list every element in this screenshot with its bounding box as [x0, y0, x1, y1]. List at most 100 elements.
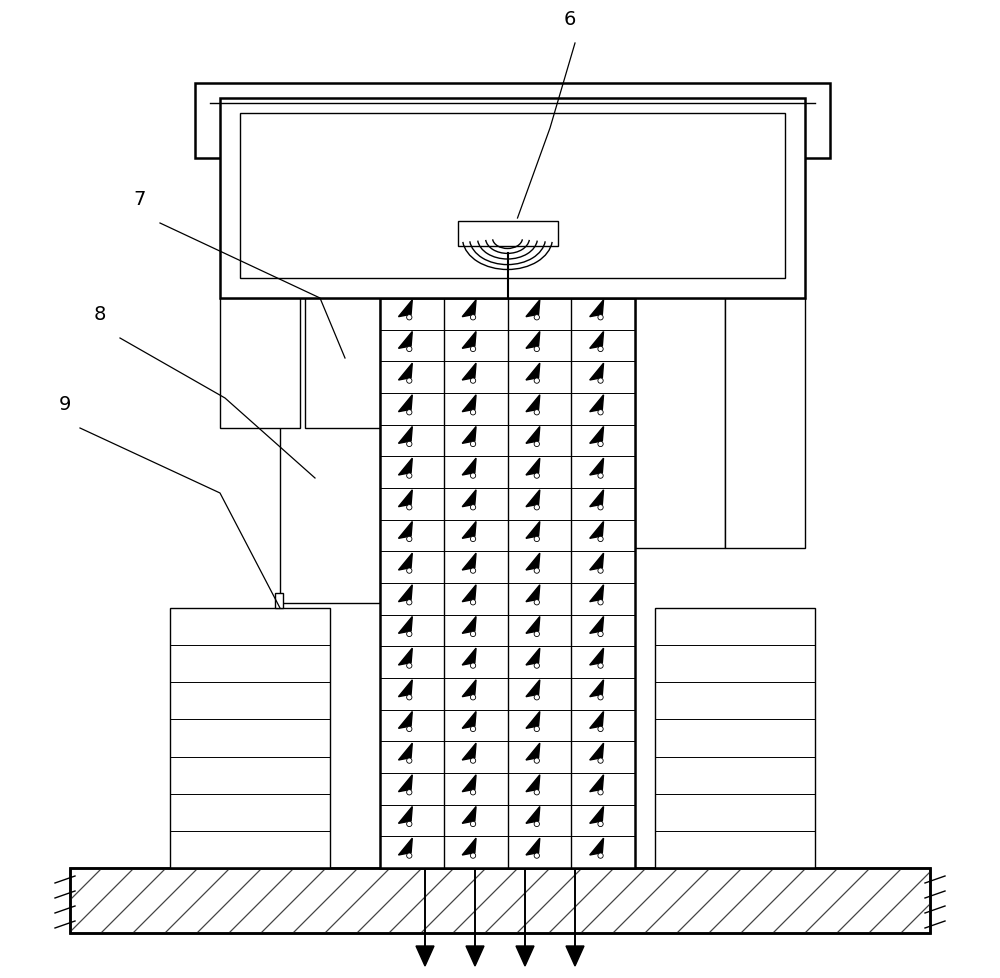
Circle shape	[407, 695, 412, 700]
Polygon shape	[590, 395, 604, 413]
Circle shape	[534, 695, 539, 700]
Circle shape	[534, 758, 539, 764]
Polygon shape	[398, 300, 412, 317]
Polygon shape	[590, 427, 604, 444]
Circle shape	[470, 853, 476, 859]
Circle shape	[598, 347, 603, 352]
Bar	[275, 594, 283, 608]
Circle shape	[470, 758, 476, 764]
Polygon shape	[526, 395, 540, 413]
Circle shape	[534, 790, 539, 795]
Text: 7: 7	[134, 190, 146, 208]
Bar	[170, 608, 330, 868]
Bar	[305, 298, 380, 428]
Polygon shape	[398, 554, 412, 570]
Polygon shape	[590, 617, 604, 634]
Circle shape	[407, 790, 412, 795]
Circle shape	[407, 853, 412, 859]
Polygon shape	[462, 807, 476, 823]
Polygon shape	[566, 946, 584, 966]
Circle shape	[407, 537, 412, 542]
Circle shape	[407, 378, 412, 384]
Polygon shape	[462, 364, 476, 380]
Circle shape	[534, 727, 539, 732]
Polygon shape	[526, 585, 540, 602]
Polygon shape	[526, 490, 540, 508]
Polygon shape	[398, 712, 412, 729]
Bar	[70, 868, 930, 933]
Circle shape	[470, 727, 476, 732]
Circle shape	[470, 537, 476, 542]
Polygon shape	[398, 427, 412, 444]
Polygon shape	[590, 807, 604, 823]
Polygon shape	[462, 648, 476, 665]
Circle shape	[407, 727, 412, 732]
Polygon shape	[526, 554, 540, 570]
Polygon shape	[526, 617, 540, 634]
Bar	[70, 868, 930, 933]
Circle shape	[598, 410, 603, 416]
Circle shape	[534, 505, 539, 511]
Polygon shape	[526, 459, 540, 475]
Circle shape	[534, 347, 539, 352]
Polygon shape	[466, 946, 484, 966]
Circle shape	[407, 600, 412, 605]
Text: 6: 6	[564, 10, 576, 29]
Circle shape	[598, 505, 603, 511]
Circle shape	[598, 727, 603, 732]
Polygon shape	[590, 648, 604, 665]
Polygon shape	[462, 775, 476, 792]
Polygon shape	[398, 743, 412, 760]
Circle shape	[470, 600, 476, 605]
Circle shape	[598, 315, 603, 321]
Polygon shape	[462, 300, 476, 317]
Bar	[220, 99, 805, 298]
Circle shape	[534, 568, 539, 574]
Circle shape	[407, 663, 412, 669]
Polygon shape	[526, 680, 540, 697]
Circle shape	[598, 537, 603, 542]
Circle shape	[598, 568, 603, 574]
Polygon shape	[590, 490, 604, 508]
Bar	[380, 298, 635, 868]
Polygon shape	[398, 522, 412, 539]
Polygon shape	[462, 712, 476, 729]
Polygon shape	[526, 333, 540, 349]
Bar	[458, 222, 558, 246]
Polygon shape	[526, 522, 540, 539]
Bar	[280, 298, 380, 603]
Text: 8: 8	[94, 305, 106, 324]
Bar	[195, 84, 830, 158]
Polygon shape	[526, 838, 540, 855]
Polygon shape	[590, 838, 604, 855]
Circle shape	[407, 822, 412, 826]
Circle shape	[470, 790, 476, 795]
Polygon shape	[462, 680, 476, 697]
Polygon shape	[462, 617, 476, 634]
Circle shape	[534, 632, 539, 637]
Polygon shape	[398, 364, 412, 380]
Circle shape	[407, 410, 412, 416]
Circle shape	[470, 568, 476, 574]
Circle shape	[470, 378, 476, 384]
Circle shape	[534, 473, 539, 479]
Polygon shape	[526, 775, 540, 792]
Polygon shape	[590, 775, 604, 792]
Polygon shape	[590, 585, 604, 602]
Polygon shape	[462, 554, 476, 570]
Polygon shape	[526, 807, 540, 823]
Polygon shape	[398, 775, 412, 792]
Circle shape	[534, 410, 539, 416]
Polygon shape	[462, 459, 476, 475]
Circle shape	[407, 758, 412, 764]
Polygon shape	[526, 364, 540, 380]
Circle shape	[470, 695, 476, 700]
Circle shape	[407, 315, 412, 321]
Circle shape	[598, 695, 603, 700]
Circle shape	[470, 315, 476, 321]
Bar	[240, 113, 785, 279]
Circle shape	[534, 853, 539, 859]
Circle shape	[598, 822, 603, 826]
Polygon shape	[516, 946, 534, 966]
Circle shape	[534, 315, 539, 321]
